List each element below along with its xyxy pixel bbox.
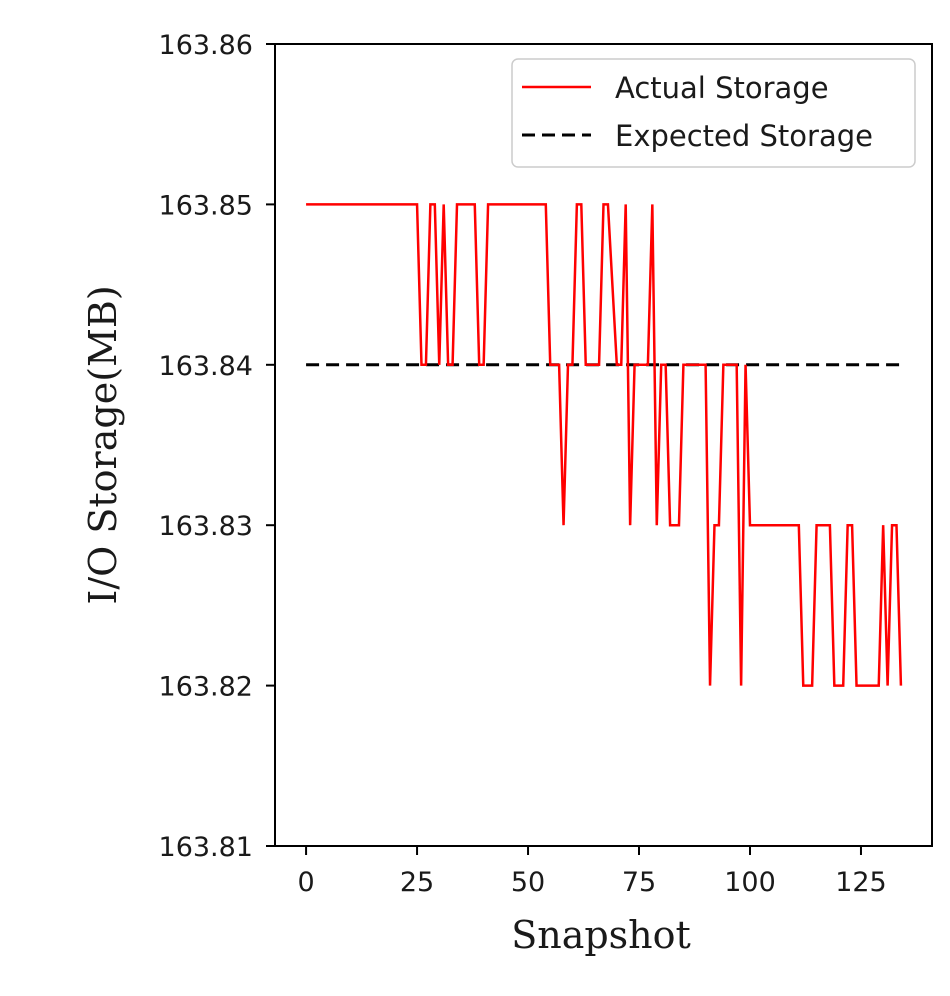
x-tick-label: 0 [297, 867, 314, 898]
y-axis-title: I/O Storage(MB) [81, 285, 125, 604]
legend-box [511, 58, 916, 168]
y-tick-label: 163.84 [159, 351, 253, 382]
x-tick-label: 75 [622, 867, 656, 898]
y-tick-label: 163.86 [159, 30, 253, 61]
legend-label-expected: Expected Storage [615, 119, 873, 153]
x-tick-label: 25 [400, 867, 434, 898]
x-axis: 0 25 50 75 100 125 [297, 846, 887, 898]
y-tick-label: 163.85 [159, 190, 253, 221]
x-tick-label: 100 [724, 867, 776, 898]
series-layer [306, 203, 903, 687]
y-axis: 163.81 163.82 163.83 163.84 163.85 163.86 [159, 30, 275, 863]
x-axis-title: Snapshot [511, 913, 691, 957]
legend: Actual Storage Expected Storage [511, 58, 916, 168]
y-tick-label: 163.81 [159, 832, 253, 863]
plot-area [275, 44, 932, 846]
y-tick-label: 163.83 [159, 511, 253, 542]
y-tick-label: 163.82 [159, 672, 253, 703]
legend-label-actual: Actual Storage [615, 71, 829, 105]
x-tick-label: 125 [835, 867, 887, 898]
plot-frame [274, 43, 933, 847]
series-line-actual-storage [306, 203, 903, 687]
x-tick-label: 50 [511, 867, 545, 898]
